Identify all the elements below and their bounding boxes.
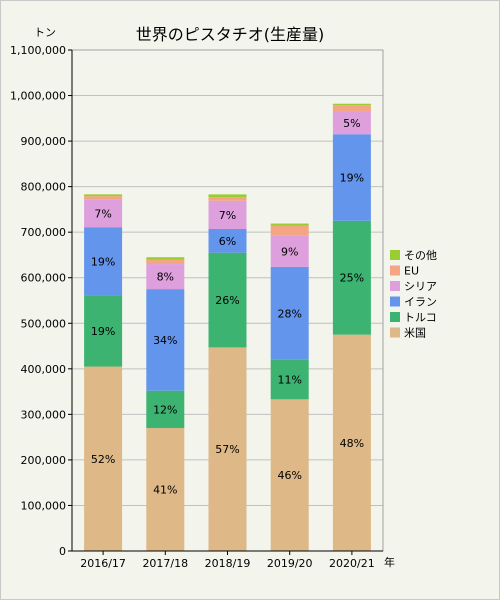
legend-label: イラン <box>404 296 437 309</box>
bar-value-label: 11% <box>277 374 301 387</box>
y-axis-unit-label: トン <box>34 26 56 39</box>
bar-segment <box>270 235 309 267</box>
x-axis: 2016/17 2017/18 2018/19 2019/20 2020/21 <box>72 550 383 570</box>
bar-value-label: 19% <box>91 325 115 338</box>
bar-value-label: 25% <box>340 272 364 285</box>
x-tick-label: 2020/21 <box>329 557 375 570</box>
bar-value-label: 52% <box>91 453 115 466</box>
bar-value-label: 5% <box>343 117 360 130</box>
y-axis: 0 100,000 200,000 300,000 400,000 500,000 600,… <box>10 44 73 558</box>
bar-value-label: 41% <box>153 484 177 497</box>
chart-title: 世界のピスタチオ(生産量) <box>136 25 325 44</box>
bar-value-label: 9% <box>281 245 298 258</box>
bar-segment <box>208 252 247 348</box>
y-tick-label: 500,000 <box>21 317 67 330</box>
bar-value-label: 7% <box>219 209 236 222</box>
legend-label: シリア <box>404 280 437 293</box>
bar-value-label: 46% <box>277 469 301 482</box>
bar-segment <box>84 295 123 367</box>
bar-segment <box>84 196 123 200</box>
y-tick-label: 600,000 <box>21 272 67 285</box>
legend-swatch <box>390 312 400 322</box>
bar-segment <box>146 390 185 429</box>
legend-label: トルコ <box>404 311 437 324</box>
bars: 52% 19% 19% 7% 41% 12% 34% 8% 57% 26% 6% 7% 46% 11% 28… <box>84 103 371 551</box>
bar-segment <box>146 259 185 265</box>
bar-segment <box>270 359 309 400</box>
y-tick-label: 400,000 <box>21 363 67 376</box>
bar-value-label: 12% <box>153 403 177 416</box>
bar-value-label: 19% <box>340 172 364 185</box>
bar-value-label: 6% <box>219 235 236 248</box>
bar-segment <box>146 428 185 551</box>
x-axis-unit-label: 年 <box>384 555 395 569</box>
y-tick-label: 1,100,000 <box>10 44 66 57</box>
legend-swatch <box>390 265 400 276</box>
legend-label: 米国 <box>404 327 426 340</box>
bar-value-label: 7% <box>94 208 111 221</box>
x-tick-label: 2016/17 <box>80 557 126 570</box>
bar-segment <box>146 257 185 260</box>
legend-swatch <box>390 296 400 307</box>
bar-segment <box>270 266 309 360</box>
bar-segment <box>332 334 371 551</box>
bar-segment <box>270 225 309 236</box>
legend-swatch <box>390 327 400 338</box>
bar-value-label: 19% <box>91 256 115 269</box>
bar-segment <box>332 134 371 221</box>
y-tick-label: 300,000 <box>21 408 67 421</box>
x-tick-label: 2017/18 <box>142 557 188 570</box>
y-tick-label: 200,000 <box>21 454 67 467</box>
bar-segment <box>84 227 123 296</box>
legend-label: その他 <box>404 249 437 262</box>
bar-segment <box>146 264 185 290</box>
y-tick-label: 1,000,000 <box>10 90 66 103</box>
bar-segment <box>270 223 309 226</box>
x-tick-label: 2019/20 <box>267 557 313 570</box>
bar-segment <box>332 105 371 112</box>
bar-segment <box>146 289 185 391</box>
bar-segment <box>208 200 247 229</box>
bar-segment <box>84 199 123 228</box>
bar-value-label: 48% <box>340 437 364 450</box>
bar-segment <box>84 366 123 551</box>
legend-label: EU <box>404 265 419 278</box>
bar-value-label: 57% <box>215 443 239 456</box>
bar-value-label: 28% <box>277 307 301 320</box>
bar-segment <box>332 111 371 135</box>
bar-segment <box>208 228 247 253</box>
y-tick-label: 700,000 <box>21 226 67 239</box>
bar-value-label: 26% <box>215 294 239 307</box>
y-tick-label: 100,000 <box>21 499 67 512</box>
y-tick-label: 800,000 <box>21 181 67 194</box>
legend-swatch <box>390 281 400 291</box>
x-tick-label: 2018/19 <box>205 557 251 570</box>
bar-segment <box>208 194 247 198</box>
bar-segment <box>208 347 247 551</box>
y-tick-label: 0 <box>59 545 66 558</box>
bar-value-label: 8% <box>157 271 174 284</box>
bar-value-label: 34% <box>153 334 177 347</box>
bar-segment <box>270 399 309 551</box>
bar-segment <box>208 197 247 201</box>
bar-segment <box>332 220 371 335</box>
bar-segment <box>84 194 123 197</box>
legend-swatch <box>390 250 400 260</box>
bar-segment <box>332 103 371 106</box>
y-tick-label: 900,000 <box>21 135 67 148</box>
